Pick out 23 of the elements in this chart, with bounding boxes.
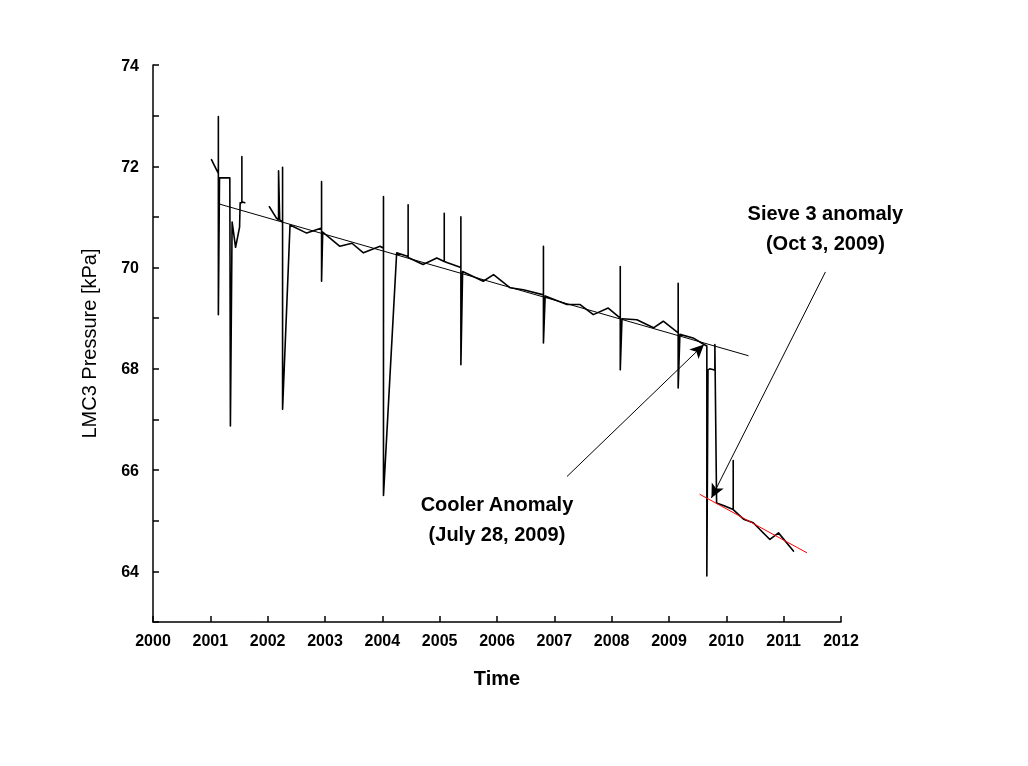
x-tick-label: 2011 xyxy=(766,631,802,649)
y-tick-label: 68 xyxy=(121,360,140,378)
annotation: Cooler Anomaly (July 28, 2009) xyxy=(420,492,575,545)
annotation: Sieve 3 anomaly (Oct 3, 2009) xyxy=(747,201,905,254)
x-tick-label: 2002 xyxy=(249,631,286,649)
x-tick-label: 2009 xyxy=(651,631,687,649)
x-axis-title: Time xyxy=(473,667,521,689)
x-tick-label: 2000 xyxy=(135,631,171,649)
y-tick-label: 66 xyxy=(121,461,140,479)
x-tick-label: 2005 xyxy=(421,631,458,649)
x-tick-label: 2003 xyxy=(307,631,343,649)
x-tick-label: 2008 xyxy=(593,631,630,649)
x-tick-label: 2007 xyxy=(536,631,573,649)
x-tick-label: 2004 xyxy=(364,631,401,649)
y-tick-label: 72 xyxy=(121,157,140,175)
x-tick-label: 2006 xyxy=(479,631,515,649)
x-tick-label: 2010 xyxy=(708,631,745,649)
y-axis-title: LMC3 Pressure [kPa] xyxy=(78,248,100,439)
y-tick-label: 70 xyxy=(121,259,140,277)
x-tick-label: 2001 xyxy=(192,631,229,649)
x-tick-label: 2012 xyxy=(823,631,859,649)
y-tick-label: 74 xyxy=(121,56,140,74)
y-tick-label: 64 xyxy=(121,562,140,580)
